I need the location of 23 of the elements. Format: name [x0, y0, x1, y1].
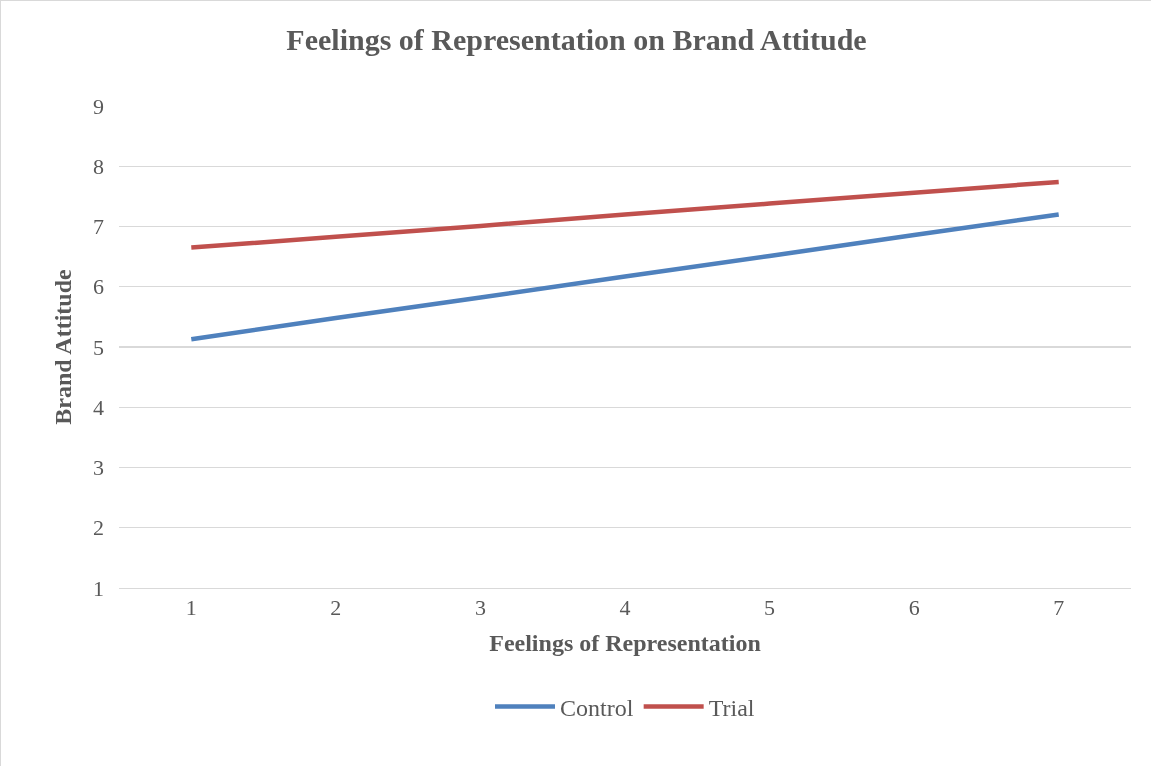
x-tick-label: 4: [619, 595, 631, 621]
y-tick-label: 8: [93, 153, 104, 179]
y-tick-label: 5: [93, 334, 104, 360]
y-axis-title: Brand Attitude: [50, 268, 77, 425]
y-tick-label: 3: [93, 455, 104, 481]
line-series: [189, 212, 1061, 342]
x-tick-label: 6: [908, 595, 920, 621]
legend-label: Control: [560, 694, 634, 721]
x-tick-label: 5: [764, 595, 776, 621]
line-series: [189, 179, 1061, 250]
y-tick-label: 4: [93, 394, 104, 420]
legend-label: Trial: [708, 694, 755, 721]
y-tick-label: 7: [93, 214, 104, 240]
x-tick-label: 1: [185, 595, 197, 621]
x-tick-label: 2: [330, 595, 342, 621]
y-tick-label: 2: [93, 515, 104, 541]
x-axis-title: Feelings of Representation: [489, 629, 761, 656]
y-tick-label: 9: [93, 93, 104, 119]
x-tick-label: 3: [474, 595, 486, 621]
y-tick-label: 6: [93, 274, 104, 300]
x-tick-label: 7: [1053, 595, 1065, 621]
chart-title: Feelings of Representation on Brand Attitude: [286, 22, 867, 56]
y-tick-label: 1: [93, 575, 104, 601]
